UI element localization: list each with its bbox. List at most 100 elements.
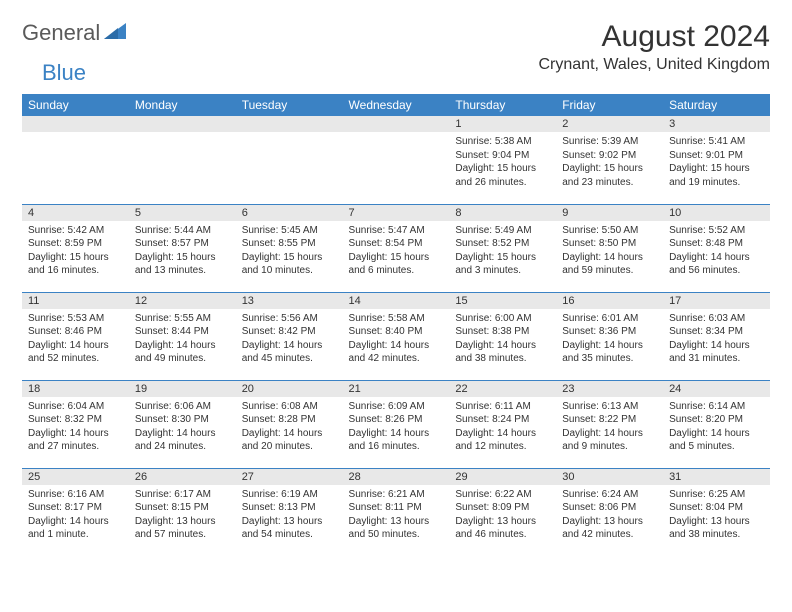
calendar-header-row: Sunday Monday Tuesday Wednesday Thursday… xyxy=(22,94,770,116)
daylight-text: Daylight: 15 hours and 6 minutes. xyxy=(349,251,444,278)
sunset-text: Sunset: 8:46 PM xyxy=(28,325,123,339)
sunrise-text: Sunrise: 6:21 AM xyxy=(349,488,444,502)
calendar-week-row: 18Sunrise: 6:04 AMSunset: 8:32 PMDayligh… xyxy=(22,380,770,468)
calendar-day-cell: 1Sunrise: 5:38 AMSunset: 9:04 PMDaylight… xyxy=(449,116,556,204)
calendar-body: 1Sunrise: 5:38 AMSunset: 9:04 PMDaylight… xyxy=(22,116,770,556)
day-data: Sunrise: 5:50 AMSunset: 8:50 PMDaylight:… xyxy=(556,221,663,282)
calendar-day-cell: 13Sunrise: 5:56 AMSunset: 8:42 PMDayligh… xyxy=(236,292,343,380)
calendar-day-cell: 15Sunrise: 6:00 AMSunset: 8:38 PMDayligh… xyxy=(449,292,556,380)
calendar-page: General August 2024 Crynant, Wales, Unit… xyxy=(0,0,792,576)
sunrise-text: Sunrise: 5:42 AM xyxy=(28,224,123,238)
sunrise-text: Sunrise: 6:09 AM xyxy=(349,400,444,414)
day-number: 3 xyxy=(663,116,770,132)
daylight-text: Daylight: 14 hours and 56 minutes. xyxy=(669,251,764,278)
sunrise-text: Sunrise: 6:13 AM xyxy=(562,400,657,414)
weekday-header: Thursday xyxy=(449,94,556,116)
day-number: 5 xyxy=(129,205,236,221)
sunrise-text: Sunrise: 6:06 AM xyxy=(135,400,230,414)
calendar-day-cell: 12Sunrise: 5:55 AMSunset: 8:44 PMDayligh… xyxy=(129,292,236,380)
day-data: Sunrise: 6:09 AMSunset: 8:26 PMDaylight:… xyxy=(343,397,450,458)
sunset-text: Sunset: 8:11 PM xyxy=(349,501,444,515)
sunset-text: Sunset: 8:17 PM xyxy=(28,501,123,515)
day-number: 16 xyxy=(556,293,663,309)
day-number: 23 xyxy=(556,381,663,397)
calendar-day-cell: 11Sunrise: 5:53 AMSunset: 8:46 PMDayligh… xyxy=(22,292,129,380)
calendar-day-cell: 16Sunrise: 6:01 AMSunset: 8:36 PMDayligh… xyxy=(556,292,663,380)
calendar-table: Sunday Monday Tuesday Wednesday Thursday… xyxy=(22,94,770,556)
title-block: August 2024 Crynant, Wales, United Kingd… xyxy=(538,20,770,74)
daylight-text: Daylight: 15 hours and 10 minutes. xyxy=(242,251,337,278)
calendar-day-cell xyxy=(236,116,343,204)
sunrise-text: Sunrise: 6:01 AM xyxy=(562,312,657,326)
day-number: 27 xyxy=(236,469,343,485)
sunrise-text: Sunrise: 5:41 AM xyxy=(669,135,764,149)
weekday-header: Friday xyxy=(556,94,663,116)
day-data: Sunrise: 6:13 AMSunset: 8:22 PMDaylight:… xyxy=(556,397,663,458)
sunset-text: Sunset: 8:24 PM xyxy=(455,413,550,427)
day-number xyxy=(129,116,236,132)
daylight-text: Daylight: 14 hours and 31 minutes. xyxy=(669,339,764,366)
sunset-text: Sunset: 8:26 PM xyxy=(349,413,444,427)
calendar-day-cell xyxy=(343,116,450,204)
sunrise-text: Sunrise: 5:56 AM xyxy=(242,312,337,326)
day-number: 7 xyxy=(343,205,450,221)
daylight-text: Daylight: 13 hours and 57 minutes. xyxy=(135,515,230,542)
daylight-text: Daylight: 14 hours and 27 minutes. xyxy=(28,427,123,454)
day-data: Sunrise: 5:44 AMSunset: 8:57 PMDaylight:… xyxy=(129,221,236,282)
sunrise-text: Sunrise: 5:58 AM xyxy=(349,312,444,326)
day-data: Sunrise: 6:22 AMSunset: 8:09 PMDaylight:… xyxy=(449,485,556,546)
calendar-week-row: 11Sunrise: 5:53 AMSunset: 8:46 PMDayligh… xyxy=(22,292,770,380)
day-number: 18 xyxy=(22,381,129,397)
daylight-text: Daylight: 14 hours and 20 minutes. xyxy=(242,427,337,454)
calendar-day-cell: 22Sunrise: 6:11 AMSunset: 8:24 PMDayligh… xyxy=(449,380,556,468)
sunset-text: Sunset: 8:06 PM xyxy=(562,501,657,515)
calendar-day-cell: 28Sunrise: 6:21 AMSunset: 8:11 PMDayligh… xyxy=(343,468,450,556)
daylight-text: Daylight: 14 hours and 49 minutes. xyxy=(135,339,230,366)
day-data: Sunrise: 5:55 AMSunset: 8:44 PMDaylight:… xyxy=(129,309,236,370)
day-number: 22 xyxy=(449,381,556,397)
sunrise-text: Sunrise: 6:00 AM xyxy=(455,312,550,326)
sunset-text: Sunset: 8:04 PM xyxy=(669,501,764,515)
sunset-text: Sunset: 8:13 PM xyxy=(242,501,337,515)
day-number: 31 xyxy=(663,469,770,485)
daylight-text: Daylight: 14 hours and 12 minutes. xyxy=(455,427,550,454)
calendar-day-cell: 5Sunrise: 5:44 AMSunset: 8:57 PMDaylight… xyxy=(129,204,236,292)
calendar-day-cell: 3Sunrise: 5:41 AMSunset: 9:01 PMDaylight… xyxy=(663,116,770,204)
day-data: Sunrise: 6:11 AMSunset: 8:24 PMDaylight:… xyxy=(449,397,556,458)
calendar-week-row: 1Sunrise: 5:38 AMSunset: 9:04 PMDaylight… xyxy=(22,116,770,204)
calendar-day-cell: 30Sunrise: 6:24 AMSunset: 8:06 PMDayligh… xyxy=(556,468,663,556)
daylight-text: Daylight: 15 hours and 23 minutes. xyxy=(562,162,657,189)
day-data: Sunrise: 6:25 AMSunset: 8:04 PMDaylight:… xyxy=(663,485,770,546)
location: Crynant, Wales, United Kingdom xyxy=(538,56,770,74)
sunset-text: Sunset: 9:04 PM xyxy=(455,149,550,163)
day-number: 29 xyxy=(449,469,556,485)
day-number xyxy=(343,116,450,132)
daylight-text: Daylight: 13 hours and 50 minutes. xyxy=(349,515,444,542)
calendar-day-cell: 6Sunrise: 5:45 AMSunset: 8:55 PMDaylight… xyxy=(236,204,343,292)
sunrise-text: Sunrise: 6:16 AM xyxy=(28,488,123,502)
calendar-day-cell: 26Sunrise: 6:17 AMSunset: 8:15 PMDayligh… xyxy=(129,468,236,556)
day-data: Sunrise: 5:38 AMSunset: 9:04 PMDaylight:… xyxy=(449,132,556,193)
daylight-text: Daylight: 14 hours and 16 minutes. xyxy=(349,427,444,454)
sunrise-text: Sunrise: 5:53 AM xyxy=(28,312,123,326)
day-number: 15 xyxy=(449,293,556,309)
sunrise-text: Sunrise: 5:52 AM xyxy=(669,224,764,238)
sunset-text: Sunset: 8:57 PM xyxy=(135,237,230,251)
day-data: Sunrise: 6:19 AMSunset: 8:13 PMDaylight:… xyxy=(236,485,343,546)
sunrise-text: Sunrise: 6:22 AM xyxy=(455,488,550,502)
day-data: Sunrise: 5:52 AMSunset: 8:48 PMDaylight:… xyxy=(663,221,770,282)
calendar-day-cell: 17Sunrise: 6:03 AMSunset: 8:34 PMDayligh… xyxy=(663,292,770,380)
daylight-text: Daylight: 14 hours and 24 minutes. xyxy=(135,427,230,454)
sunset-text: Sunset: 8:52 PM xyxy=(455,237,550,251)
month-title: August 2024 xyxy=(538,20,770,54)
day-data: Sunrise: 6:06 AMSunset: 8:30 PMDaylight:… xyxy=(129,397,236,458)
sunrise-text: Sunrise: 6:24 AM xyxy=(562,488,657,502)
daylight-text: Daylight: 14 hours and 9 minutes. xyxy=(562,427,657,454)
day-number: 25 xyxy=(22,469,129,485)
calendar-day-cell xyxy=(22,116,129,204)
weekday-header: Wednesday xyxy=(343,94,450,116)
calendar-day-cell: 29Sunrise: 6:22 AMSunset: 8:09 PMDayligh… xyxy=(449,468,556,556)
calendar-day-cell: 20Sunrise: 6:08 AMSunset: 8:28 PMDayligh… xyxy=(236,380,343,468)
weekday-header: Sunday xyxy=(22,94,129,116)
weekday-header: Monday xyxy=(129,94,236,116)
